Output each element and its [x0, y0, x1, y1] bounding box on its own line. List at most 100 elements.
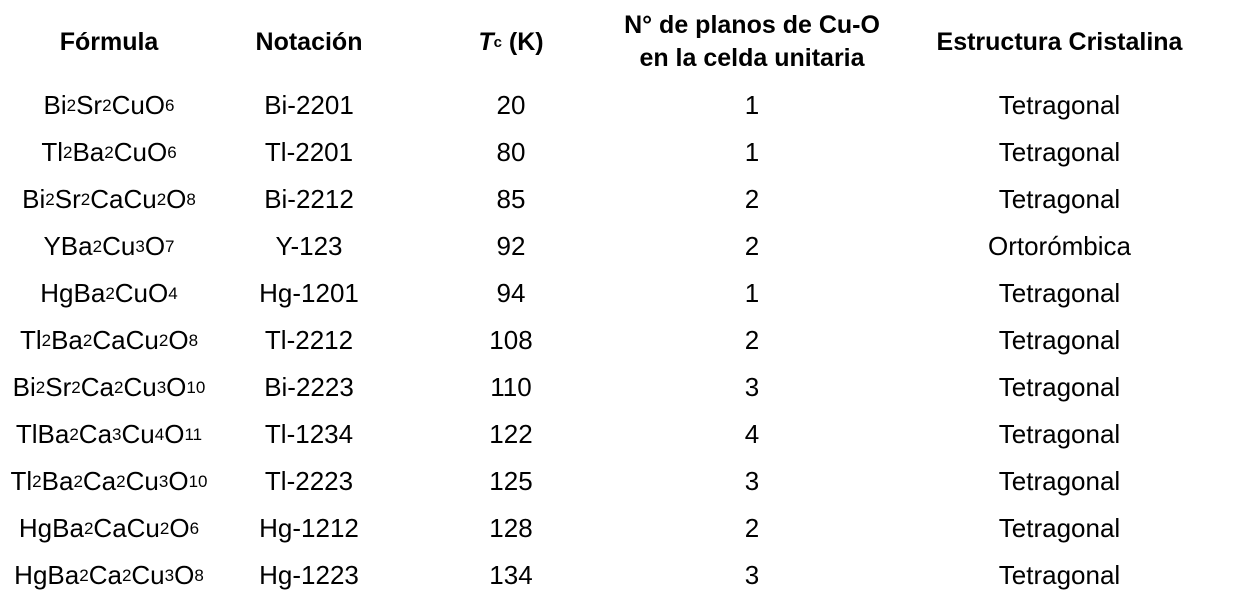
table-row: HgBa 2 CuO 4 Hg-1201 94 1 Tetragonal [0, 270, 1237, 317]
formula-element: O [168, 466, 189, 496]
planes-cell: 2 [744, 513, 760, 543]
tc-cell: 122 [489, 419, 533, 449]
planes-cell: 1 [744, 90, 760, 120]
formula-element: TlBa [15, 419, 70, 449]
notation-cell: Tl-1234 [264, 419, 354, 449]
formula-element: YBa [43, 231, 93, 261]
structure-cell: Tetragonal [998, 184, 1121, 214]
formula-element: CuO [111, 90, 166, 120]
tc-cell: 85 [496, 184, 526, 214]
formula-element: Ba [41, 466, 74, 496]
formula-element: Ba [51, 325, 83, 355]
tc-cell: 128 [489, 513, 533, 543]
formula-element: HgBa [14, 560, 80, 590]
formula-element: Cu [102, 231, 136, 261]
structure-cell: Tetragonal [998, 137, 1121, 167]
formula-element: Cu [121, 419, 155, 449]
header-planes: N° de planos de Cu-O en la celda unitari… [622, 0, 882, 84]
formula-element: Cu [125, 466, 159, 496]
tc-cell: 92 [496, 231, 526, 261]
formula-cell: TlBa 2 Ca 3 Cu 4 O 11 [15, 419, 203, 449]
formula-element: Sr [54, 184, 81, 214]
tc-cell: 110 [490, 372, 532, 402]
formula-element: Ca [88, 560, 122, 590]
formula-cell: HgBa 2 Ca 2 Cu 3 O 8 [14, 560, 204, 590]
notation-cell: Hg-1212 [259, 513, 359, 543]
formula-element: CaCu [93, 513, 160, 543]
formula-element: O [164, 419, 185, 449]
table-row: Bi 2 Sr 2 CuO 6 Bi-2201 20 1 Tetragonal [0, 82, 1237, 129]
formula-element: Ca [78, 419, 113, 449]
structure-cell: Tetragonal [998, 466, 1121, 496]
planes-cell: 1 [744, 137, 760, 167]
formula-element: Ca [80, 372, 114, 402]
tc-cell: 125 [489, 466, 533, 496]
table-row: Tl 2 Ba 2 Ca 2 Cu 3 O 10 Tl-2223 125 3 Tetragonal [0, 458, 1237, 505]
notation-cell: Hg-1223 [259, 560, 359, 590]
formula-element: O [144, 231, 166, 261]
formula-element: CuO [114, 278, 169, 308]
table-row: TlBa 2 Ca 3 Cu 4 O 11 Tl-1234 122 4 Tetragonal [0, 411, 1237, 458]
formula-element: O [168, 325, 189, 355]
notation-cell: Tl-2201 [264, 137, 354, 167]
structure-cell: Tetragonal [998, 560, 1121, 590]
structure-cell: Tetragonal [998, 419, 1121, 449]
formula-cell: HgBa 2 CuO 4 [40, 278, 178, 308]
formula-cell: HgBa 2 CaCu 2 O 6 [18, 513, 200, 543]
tc-cell: 80 [496, 137, 526, 167]
header-planes-line1: N° de planos de Cu-O [624, 11, 880, 39]
structure-cell: Ortorómbica [987, 231, 1132, 261]
header-tc-unit: (K) [501, 27, 544, 56]
formula-element: CaCu [92, 325, 159, 355]
structure-cell: Tetragonal [998, 325, 1121, 355]
header-structure: Estructura Cristalina [936, 27, 1183, 56]
formula-cell: YBa 2 Cu 3 O 7 [43, 231, 175, 261]
notation-cell: Y-123 [275, 231, 343, 261]
table-row: HgBa 2 CaCu 2 O 6 Hg-1212 128 2 Tetragonal [0, 505, 1237, 552]
formula-element: Ba [72, 137, 105, 167]
planes-cell: 2 [744, 325, 760, 355]
formula-element: O [166, 372, 187, 402]
tc-cell: 134 [489, 560, 533, 590]
planes-cell: 3 [744, 560, 760, 590]
formula-element: Cu [131, 560, 165, 590]
notation-cell: Bi-2212 [264, 184, 354, 214]
table-row: HgBa 2 Ca 2 Cu 3 O 8 Hg-1223 134 3 Tetragonal [0, 552, 1237, 599]
formula-cell: Tl 2 Ba 2 Ca 2 Cu 3 O 10 [10, 466, 208, 496]
formula-element: Tl [19, 325, 42, 355]
header-formula: Fórmula [59, 27, 159, 56]
notation-cell: Bi-2223 [264, 372, 354, 402]
tc-cell: 20 [496, 90, 526, 120]
structure-cell: Tetragonal [998, 513, 1121, 543]
notation-cell: Tl-2212 [264, 325, 354, 355]
table-row: YBa 2 Cu 3 O 7 Y-123 92 2 Ortorómbica [0, 223, 1237, 270]
formula-element: Bi [43, 90, 67, 120]
formula-cell: Tl 2 Ba 2 CaCu 2 O 8 [19, 325, 199, 355]
structure-cell: Tetragonal [998, 90, 1121, 120]
header-tc-subscript: c [493, 33, 502, 51]
formula-cell: Bi 2 Sr 2 Ca 2 Cu 3 O 10 [12, 372, 206, 402]
structure-cell: Tetragonal [998, 372, 1121, 402]
planes-cell: 3 [744, 372, 760, 402]
planes-cell: 3 [744, 466, 760, 496]
notation-cell: Tl-2223 [264, 466, 354, 496]
table-row: Tl 2 Ba 2 CuO 6 Tl-2201 80 1 Tetragonal [0, 129, 1237, 176]
planes-cell: 4 [744, 419, 760, 449]
tc-cell: 108 [489, 325, 533, 355]
notation-cell: Bi-2201 [264, 90, 354, 120]
formula-element: O [174, 560, 195, 590]
formula-cell: Tl 2 Ba 2 CuO 6 [41, 137, 177, 167]
formula-element: Bi [22, 184, 46, 214]
formula-element: Tl [41, 137, 63, 167]
formula-element: HgBa [40, 278, 106, 308]
header-tc-symbol: T [478, 27, 494, 56]
formula-element: Bi [12, 372, 36, 402]
formula-element: Ca [82, 466, 117, 496]
formula-element: CuO [113, 137, 168, 167]
formula-element: HgBa [18, 513, 84, 543]
planes-cell: 2 [744, 184, 760, 214]
planes-cell: 1 [744, 278, 760, 308]
formula-cell: Bi 2 Sr 2 CaCu 2 O 8 [22, 184, 196, 214]
